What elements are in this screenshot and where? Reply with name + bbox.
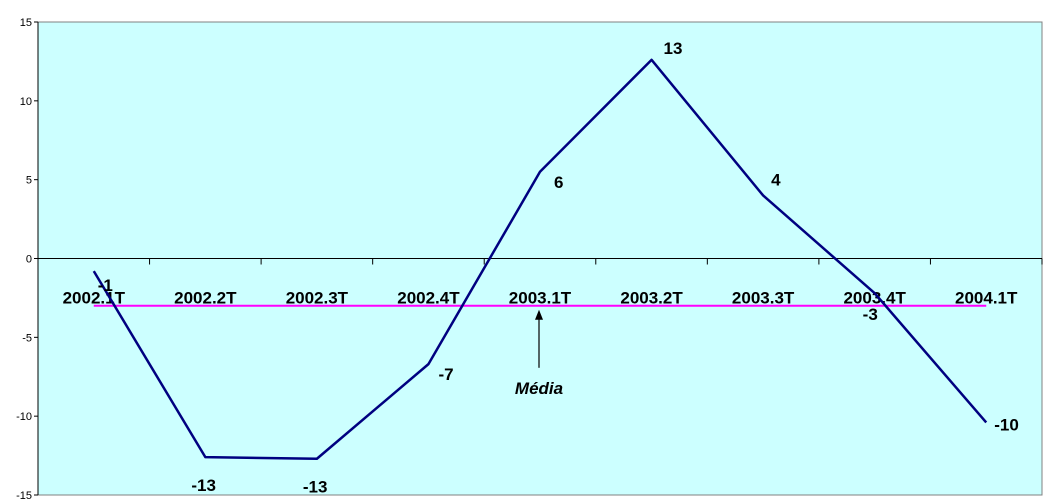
x-tick-label: 2002.1T (63, 289, 126, 308)
data-label: -13 (303, 478, 328, 497)
data-label: 6 (554, 173, 563, 192)
y-tick-label: 10 (20, 96, 32, 108)
y-tick-label: -5 (22, 332, 32, 344)
y-tick-label: -15 (16, 490, 32, 502)
x-tick-label: 2002.3T (286, 289, 349, 308)
data-label: -1 (98, 276, 113, 295)
annotation-label: Média (515, 379, 563, 398)
y-tick-label: 5 (26, 175, 32, 187)
data-labels: -1 -13 -13 -7 6 13 4 -3 -10 (98, 39, 1019, 497)
data-label: -3 (863, 305, 878, 324)
x-tick-label: 2002.4T (397, 289, 460, 308)
x-axis: 2002.1T 2002.2T 2002.3T 2002.4T 2003.1T 2003.… (37, 258, 1043, 308)
x-tick-label: 2004.1T (955, 289, 1018, 308)
y-tick-label: -10 (16, 411, 32, 423)
x-tick-label: 2003.2T (620, 289, 683, 308)
series-line (92, 58, 988, 460)
x-tick-label: 2003.4T (843, 289, 906, 308)
x-tick-label: 2002.2T (174, 289, 237, 308)
x-tick-label: 2003.1T (509, 289, 572, 308)
data-label: 4 (771, 170, 781, 189)
y-tick-label: 15 (20, 17, 32, 29)
data-label: -7 (438, 365, 453, 384)
y-tick-label: 0 (26, 254, 32, 266)
data-label: -13 (191, 476, 216, 495)
annotation-arrowhead (535, 309, 543, 320)
y-axis: 15 10 5 0 -5 -10 -15 (16, 17, 39, 502)
mean-annotation: Média (515, 309, 563, 398)
x-tick-label: 2003.3T (732, 289, 795, 308)
data-label: 13 (664, 39, 683, 58)
data-label: -10 (994, 415, 1019, 434)
